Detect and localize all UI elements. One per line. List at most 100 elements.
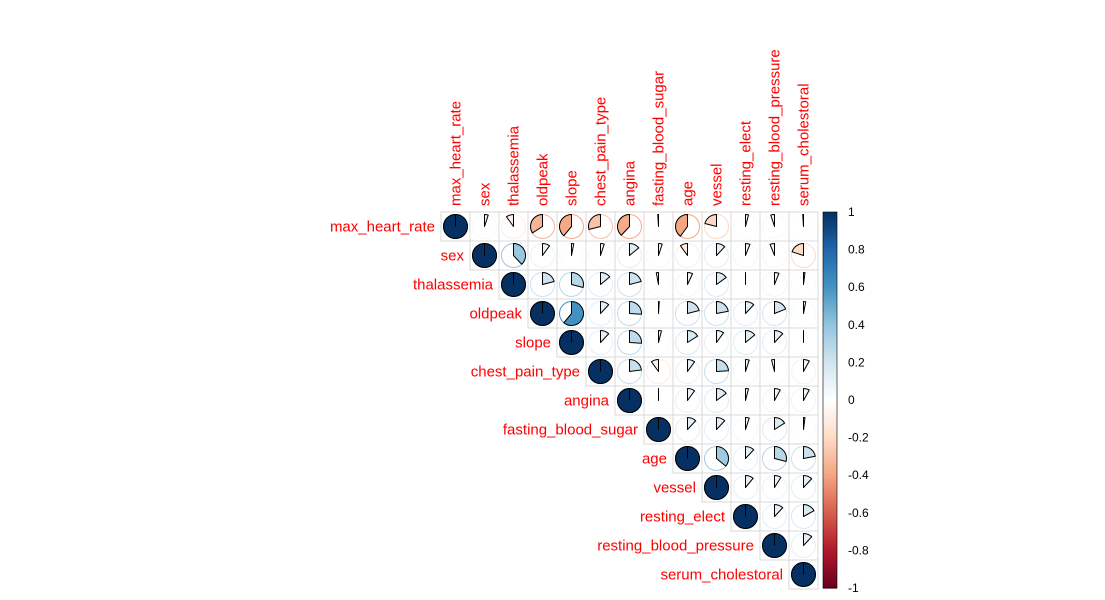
colorbar-segment xyxy=(823,213,837,217)
colorbar-segment xyxy=(823,486,837,489)
row-label: resting_blood_pressure xyxy=(597,538,754,555)
pie-thalassemia-resting_blood_pressure xyxy=(762,271,787,297)
pie-fasting_blood_sugar-resting_blood_pressure xyxy=(762,417,787,442)
pie-wedge xyxy=(600,243,605,256)
colorbar-segment xyxy=(823,482,837,486)
pie-sex-angina xyxy=(617,243,642,268)
colorbar-segment xyxy=(823,473,837,476)
pie-wedge xyxy=(803,387,810,401)
colorbar-segment xyxy=(823,390,837,394)
colorbar-segment xyxy=(823,392,837,395)
colorbar-segment xyxy=(823,488,837,491)
column-label: vessel xyxy=(709,163,726,206)
pie-sex-fasting_blood_sugar xyxy=(646,243,671,268)
colorbar-segment xyxy=(823,377,837,380)
colorbar-segment xyxy=(823,366,837,369)
colorbar-segment xyxy=(823,426,837,429)
pie-wedge xyxy=(687,330,699,343)
pie-wedge xyxy=(513,243,526,265)
colorbar-segment xyxy=(823,277,837,281)
colorbar-segment xyxy=(823,450,837,454)
colorbar-segment xyxy=(823,228,837,232)
colorbar-segment xyxy=(823,302,837,305)
colorbar-segment xyxy=(823,456,837,459)
pie-angina-fasting_blood_sugar xyxy=(646,388,671,413)
colorbar-segment xyxy=(823,576,837,580)
pie-sex-vessel xyxy=(704,243,729,268)
pie-thalassemia-angina xyxy=(617,272,642,297)
pie-chest_pain_type-serum_cholestoral xyxy=(791,358,816,384)
colorbar-segment xyxy=(823,415,837,418)
matrix-grid xyxy=(440,211,819,590)
pie-max_heart_rate-oldpeak xyxy=(530,214,555,239)
pie-chest_pain_type-fasting_blood_sugar xyxy=(646,359,671,384)
colorbar-segment xyxy=(823,369,837,373)
colorbar-segment xyxy=(823,520,837,523)
colorbar-segment xyxy=(823,221,837,224)
colorbar-segment xyxy=(823,223,837,226)
colorbar-segment xyxy=(823,441,837,444)
colorbar-segment xyxy=(823,398,837,401)
colorbar-segment xyxy=(823,469,837,473)
pie-sex-oldpeak xyxy=(530,243,555,268)
pie-chest_pain_type-angina xyxy=(617,359,642,384)
colorbar-tick-label: -1 xyxy=(848,581,859,595)
pie-wedge xyxy=(704,214,717,227)
colorbar-segment xyxy=(823,509,837,512)
pie-chest_pain_type-vessel xyxy=(704,359,729,384)
pie-resting_elect-resting_blood_pressure xyxy=(762,504,787,529)
colorbar-segment xyxy=(823,362,837,365)
colorbar-segment xyxy=(823,527,837,531)
pie-sex-sex xyxy=(472,243,497,268)
pie-fasting_blood_sugar-serum_cholestoral xyxy=(791,416,816,442)
colorbar-segment xyxy=(823,550,837,553)
pie-wedge xyxy=(774,504,784,517)
colorbar-segment xyxy=(823,431,837,435)
pie-sex-chest_pain_type xyxy=(588,243,613,268)
colorbar-tick-label: -0.8 xyxy=(848,543,869,557)
colorbar-segment xyxy=(823,531,837,535)
colorbar-segment xyxy=(823,571,837,574)
pie-wedge xyxy=(650,359,659,372)
pie-thalassemia-slope xyxy=(559,272,584,297)
pie-wedge xyxy=(617,214,630,236)
colorbar-legend: 1 0.8 0.6 0.4 0.2 0 -0.2 -0.4 -0.6 -0.8 -1 xyxy=(822,205,869,595)
pie-slope-vessel xyxy=(704,330,729,355)
colorbar-segment xyxy=(823,501,837,504)
pie-max_heart_rate-resting_elect xyxy=(733,214,758,239)
colorbar-segment xyxy=(823,337,837,341)
pie-wedge xyxy=(530,214,543,234)
pie-wedge xyxy=(484,214,489,227)
pie-slope-serum_cholestoral xyxy=(791,330,816,355)
colorbar-segment xyxy=(823,580,837,583)
pie-sex-serum_cholestoral xyxy=(791,243,816,268)
colorbar-segment xyxy=(823,420,837,424)
colorbar-segment xyxy=(823,522,837,525)
colorbar-segment xyxy=(823,546,837,550)
column-label: oldpeak xyxy=(535,153,552,206)
colorbar-segment xyxy=(823,257,837,260)
column-label: serum_cholestoral xyxy=(796,83,813,206)
pie-resting_elect-serum_cholestoral xyxy=(791,504,816,529)
colorbar-segment xyxy=(823,516,837,520)
colorbar-segment xyxy=(823,433,837,437)
pie-thalassemia-serum_cholestoral xyxy=(791,271,816,297)
pie-oldpeak-chest_pain_type xyxy=(588,301,613,326)
pie-sex-thalassemia xyxy=(501,243,526,268)
pie-wedge xyxy=(802,213,804,227)
pie-slope-resting_elect xyxy=(733,330,758,355)
pie-thalassemia-resting_elect xyxy=(733,272,758,297)
colorbar-segment xyxy=(823,255,837,258)
colorbar-segment xyxy=(823,407,837,410)
pie-wedge xyxy=(745,359,750,372)
pie-max_heart_rate-sex xyxy=(472,214,497,239)
colorbar-segment xyxy=(823,477,837,480)
colorbar-segment xyxy=(823,238,837,241)
colorbar-segment xyxy=(823,497,837,501)
colorbar-segment xyxy=(823,264,837,268)
colorbar-segment xyxy=(823,315,837,318)
colorbar-segment xyxy=(823,217,837,221)
pie-fasting_blood_sugar-fasting_blood_sugar xyxy=(646,417,671,442)
colorbar-segment xyxy=(823,403,837,407)
